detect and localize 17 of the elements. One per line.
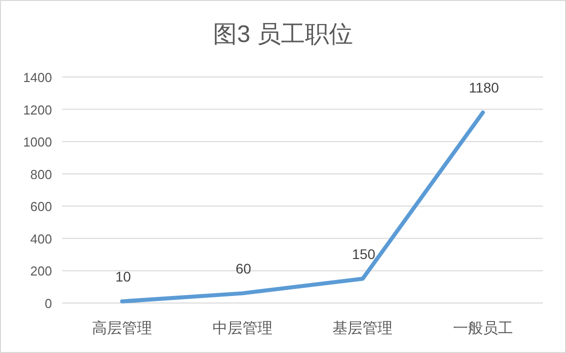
data-label: 150: [352, 246, 376, 262]
y-tick-label: 600: [30, 199, 52, 214]
data-label: 10: [115, 268, 132, 284]
data-label: 1180: [468, 80, 500, 96]
y-tick-label: 400: [30, 231, 52, 246]
y-tick-label: 0: [44, 296, 52, 311]
y-tick-label: 1400: [23, 70, 52, 85]
y-tick-label: 200: [30, 264, 52, 279]
chart-title: 图3 员工职位: [212, 21, 354, 48]
x-tick-label: 中层管理: [212, 320, 272, 337]
x-tick-label: 基层管理: [332, 320, 393, 337]
y-tick-label: 1000: [23, 134, 52, 150]
y-tick-label: 800: [30, 166, 52, 182]
y-tick-label: 1200: [23, 102, 52, 118]
x-tick-label: 高层管理: [92, 320, 152, 337]
data-label: 60: [236, 260, 252, 276]
x-tick-label: 一般员工: [452, 320, 513, 337]
